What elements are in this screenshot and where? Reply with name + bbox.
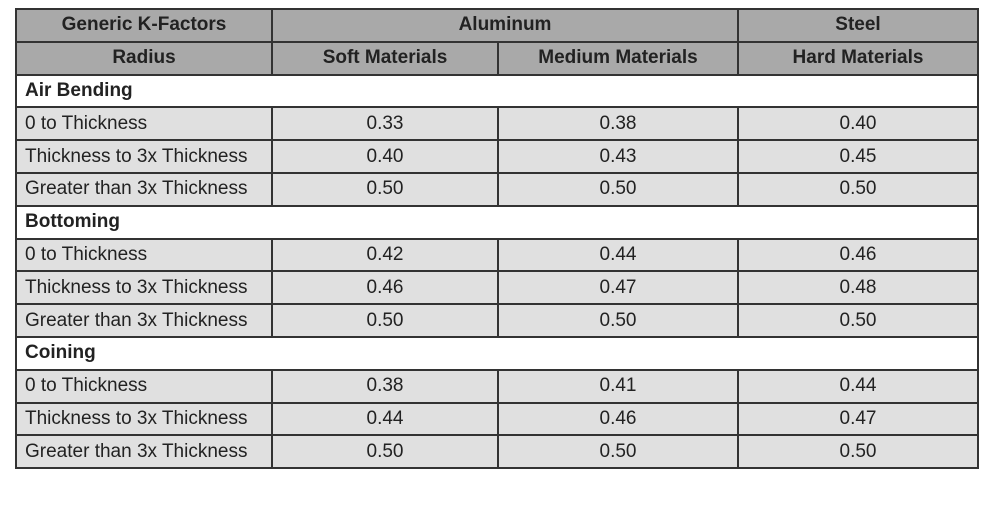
subheader-row: Radius Soft Materials Medium Materials Hard… — [15, 40, 980, 76]
section-title: Bottoming — [14, 204, 980, 240]
data-row: Greater than 3x Thickness 0.50 0.50 0.50 — [15, 434, 980, 470]
row-label: Greater than 3x Thickness — [15, 434, 273, 470]
k-factor-value: 0.50 — [271, 434, 499, 470]
data-row: Greater than 3x Thickness 0.50 0.50 0.50 — [15, 303, 980, 338]
data-row: Thickness to 3x Thickness 0.44 0.46 0.47 — [15, 401, 980, 437]
k-factor-value: 0.50 — [737, 303, 980, 338]
data-row: Greater than 3x Thickness 0.50 0.50 0.50 — [15, 171, 980, 207]
data-row: 0 to Thickness 0.38 0.41 0.44 — [15, 368, 980, 404]
k-factor-value: 0.44 — [496, 237, 740, 273]
k-factor-value: 0.50 — [737, 171, 980, 207]
section-title: Air Bending — [14, 73, 980, 109]
k-factor-value: 0.47 — [737, 401, 980, 437]
k-factor-value: 0.50 — [271, 171, 499, 207]
subheader-cell: Soft Materials — [271, 40, 499, 76]
k-factor-value: 0.48 — [737, 270, 980, 306]
row-label: 0 to Thickness — [15, 106, 273, 142]
data-row: Thickness to 3x Thickness 0.40 0.43 0.45 — [15, 139, 980, 174]
header-cell: Steel — [737, 8, 980, 43]
section-row: Coining — [14, 335, 980, 371]
k-factor-value: 0.42 — [271, 237, 499, 273]
subheader-cell: Hard Materials — [737, 40, 980, 76]
row-label: 0 to Thickness — [15, 237, 273, 273]
k-factor-value: 0.44 — [271, 401, 499, 437]
k-factor-value: 0.38 — [271, 368, 499, 404]
row-label: Greater than 3x Thickness — [15, 303, 273, 338]
row-label: Thickness to 3x Thickness — [15, 270, 273, 306]
k-factor-value: 0.45 — [737, 139, 980, 174]
header-row: Generic K-Factors Aluminum Steel — [15, 8, 980, 43]
section-row: Air Bending — [14, 73, 980, 109]
k-factor-value: 0.40 — [737, 106, 980, 142]
row-label: 0 to Thickness — [15, 368, 273, 404]
k-factor-value: 0.43 — [496, 139, 740, 174]
k-factor-value: 0.50 — [271, 303, 499, 338]
data-row: Thickness to 3x Thickness 0.46 0.47 0.48 — [15, 270, 980, 306]
k-factor-value: 0.46 — [271, 270, 499, 306]
subheader-cell: Medium Materials — [496, 40, 740, 76]
header-cell: Generic K-Factors — [15, 8, 273, 43]
k-factor-value: 0.33 — [271, 106, 499, 142]
k-factor-value: 0.46 — [737, 237, 980, 273]
k-factor-value: 0.50 — [737, 434, 980, 470]
k-factor-value: 0.38 — [496, 106, 740, 142]
k-factor-value: 0.50 — [496, 434, 740, 470]
table-body: Generic K-Factors Aluminum Steel Radius Soft… — [14, 8, 980, 470]
data-row: 0 to Thickness 0.42 0.44 0.46 — [15, 237, 980, 273]
k-factor-value: 0.50 — [496, 303, 740, 338]
k-factor-value: 0.46 — [496, 401, 740, 437]
k-factor-value: 0.50 — [496, 171, 740, 207]
row-label: Thickness to 3x Thickness — [15, 139, 273, 174]
k-factor-value: 0.47 — [496, 270, 740, 306]
row-label: Thickness to 3x Thickness — [15, 401, 273, 437]
k-factor-value: 0.40 — [271, 139, 499, 174]
k-factor-value: 0.41 — [496, 368, 740, 404]
k-factor-value: 0.44 — [737, 368, 980, 404]
section-title: Coining — [14, 335, 980, 371]
header-cell: Aluminum — [270, 8, 740, 43]
subheader-cell: Radius — [15, 40, 273, 76]
section-row: Bottoming — [14, 204, 980, 240]
k-factor-table: Generic K-Factors Aluminum Steel Radius Soft… — [14, 8, 980, 470]
data-row: 0 to Thickness 0.33 0.38 0.40 — [15, 106, 980, 142]
row-label: Greater than 3x Thickness — [15, 171, 273, 207]
